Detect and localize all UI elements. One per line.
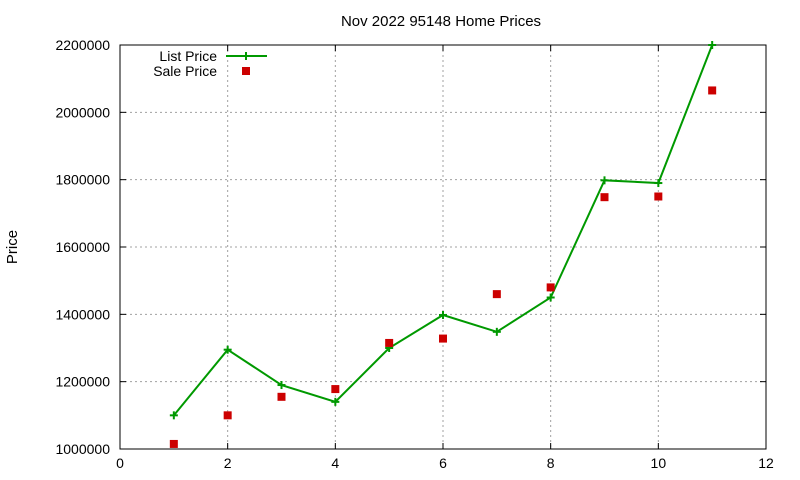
sale-price-point [708,86,717,95]
sale-price-point [492,290,501,299]
legend: List Price Sale Price [153,48,267,79]
x-tick-label: 4 [331,455,339,471]
y-tick-labels: 1000000 1200000 1400000 1600000 1800000 20000… [55,37,110,457]
list-price-point [546,293,555,302]
sale-price-point [169,439,178,448]
series-layer [169,41,717,448]
list-price-point [169,411,178,420]
sale-price-point [546,283,555,292]
y-tick-label: 1400000 [55,306,110,322]
grid-lines [120,45,766,449]
list-price-point [331,397,340,406]
x-tick-label: 8 [547,455,555,471]
sale-price-point [439,334,447,343]
y-tick-label: 1000000 [55,441,110,457]
x-tick-label: 6 [439,455,447,471]
sale-price-point [654,192,663,201]
sale-price-point [385,338,394,347]
sale-price-point [600,193,609,202]
y-tick-label: 2000000 [55,104,110,120]
list-price-point [654,179,663,188]
x-tick-label: 0 [116,455,124,471]
x-tick-label: 2 [224,455,232,471]
list-price-point [492,327,501,336]
x-tick-label: 10 [651,455,667,471]
chart-title: Nov 2022 95148 Home Prices [341,13,541,30]
x-tick-label: 12 [758,455,774,471]
plot-frame [119,44,767,450]
y-tick-label: 1200000 [55,374,110,390]
legend-marker-sale-price [242,67,250,75]
list-price-point [439,311,447,320]
sale-price-point [331,385,340,394]
sale-price-point [277,392,286,401]
legend-label-list-price: List Price [159,48,217,64]
legend-label-sale-price: Sale Price [153,63,217,79]
list-price-point [600,176,609,185]
y-tick-label: 1800000 [55,172,110,188]
x-tick-labels: 0 2 4 6 8 10 12 [116,455,774,471]
list-price-point [223,345,232,354]
list-price-point [277,381,286,390]
y-tick-label: 2200000 [55,37,110,53]
y-axis-label: Price [4,230,21,264]
list-price-point [708,41,717,49]
legend-marker-list-price [242,52,250,60]
y-tick-label: 1600000 [55,239,110,255]
sale-price-point [223,411,232,420]
